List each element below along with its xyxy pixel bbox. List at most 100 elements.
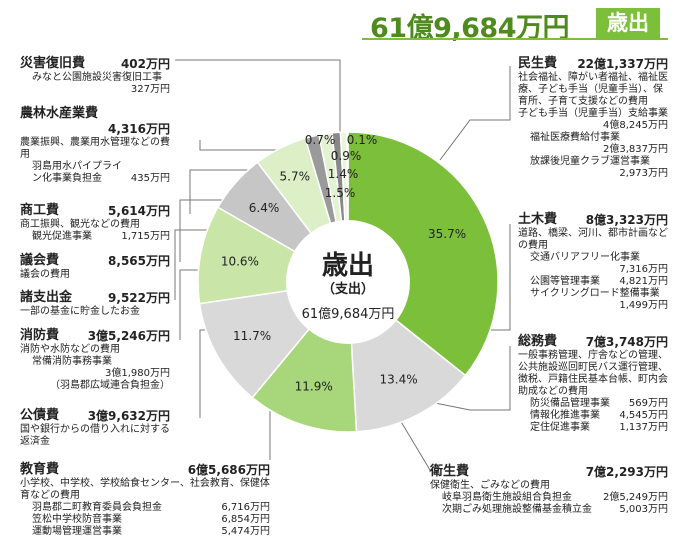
pie-percent-label: 0.9% xyxy=(331,149,362,163)
sub-name: 羽島用水パイプライン化事業負担金 xyxy=(32,161,122,184)
item-name: 農林水産業費 xyxy=(20,106,99,121)
pie-percent-label: 11.9% xyxy=(295,380,333,394)
sub-name: 公園等管理事業 xyxy=(530,276,600,287)
sub-amount: 2,973万円 xyxy=(619,168,668,179)
item-desc: 一般事務管理、庁舎などの管理、公共施設巡回町民バス運行管理、徴税、戸籍住民基本台… xyxy=(518,350,668,397)
item-name: 諸支出金 xyxy=(20,290,73,305)
pie-percent-label: 0.7% xyxy=(305,133,336,147)
item-amount: 5,614万円 xyxy=(108,204,170,218)
item-amount: 4,316万円 xyxy=(108,122,170,136)
sub-name: 岐阜羽島衛生施設組合負担金 xyxy=(442,492,572,503)
item-name: 消防費 xyxy=(20,328,60,343)
item-name: 商工費 xyxy=(20,203,60,218)
leader-line xyxy=(419,346,511,411)
item-gikai: 議会費 8,565万円 議会の費用 xyxy=(20,253,170,281)
center-circle xyxy=(286,220,410,344)
pie-percent-label: 0.1% xyxy=(347,133,378,147)
item-name: 災害復旧費 xyxy=(20,56,86,71)
leader-line xyxy=(399,419,431,472)
item-kyoiku: 教育費 6億5,686万円 小学校、中学校、学校給食センター、社会教育、保健体育な… xyxy=(20,462,270,538)
sub-name: 情報化推進事業 xyxy=(530,410,600,421)
sub-amount: 1,499万円 xyxy=(619,300,668,311)
item-desc: 議会の費用 xyxy=(20,269,70,280)
sub-name: 笠松中学校防音事業 xyxy=(32,514,122,525)
item-amount: 9,522万円 xyxy=(108,291,170,305)
sub-name: 定住促進事業 xyxy=(530,422,590,433)
sub-name: 交通バリアフリー化事業 xyxy=(530,252,640,263)
item-shoshi: 諸支出金 9,522万円 一部の基金に貯金したお金 xyxy=(20,290,170,318)
sub-name: 観光促進事業 xyxy=(32,231,92,242)
sub-amount: 7,316万円 xyxy=(619,264,668,275)
center-subtitle: （支出） xyxy=(322,281,374,297)
item-doboku: 土木費 8億3,323万円 道路、橋梁、河川、都市計画などの費用 交通バリアフリー… xyxy=(518,212,668,312)
item-amount: 402万円 xyxy=(120,57,170,71)
item-somu: 総務費 7億3,748万円 一般事務管理、庁舎などの管理、公共施設巡回町民バス運行… xyxy=(518,334,668,434)
item-desc: 消防や水防などの費用 xyxy=(20,344,120,355)
item-desc: 小学校、中学校、学校給食センター、社会教育、保健体育などの費用 xyxy=(20,478,270,501)
item-name: 総務費 xyxy=(518,334,558,349)
sub-note: （羽島郡広域連合負担金） xyxy=(50,380,170,391)
item-kosai: 公債費 3億9,632万円 国や銀行からの借り入れに対する返済金 xyxy=(20,408,170,448)
item-shoko: 商工費 5,614万円 商工振興、観光などの費用 観光促進事業 1,715万円 xyxy=(20,203,170,243)
item-eisei: 衛生費 7億2,293万円 保健衛生、ごみなどの費用 岐阜羽島衛生施設組合負担金 2… xyxy=(430,464,668,516)
header-underline xyxy=(362,38,668,40)
sub-name: 子ども手当（児童手当）支給事業 xyxy=(518,108,668,119)
sub-name: 次期ごみ処理施設整備基金積立金 xyxy=(442,504,592,515)
sub-amount: 2億5,249万円 xyxy=(603,492,668,503)
item-name: 土木費 xyxy=(518,212,558,227)
sub-amount: 3億1,980万円 xyxy=(105,368,170,379)
item-shobo: 消防費 3億5,246万円 消防や水防などの費用 常備消防事務事業 3億1,980… xyxy=(20,328,170,392)
item-name: 議会費 xyxy=(20,253,60,268)
item-desc: 商工振興、観光などの費用 xyxy=(20,219,140,230)
item-amount: 8億3,323万円 xyxy=(585,213,668,227)
sub-amount: 1,137万円 xyxy=(619,422,668,433)
pie-percent-label: 13.4% xyxy=(380,373,418,387)
item-norin: 農林水産業費 4,316万円 農業振興、農業用水管理などの費用 羽島用水パイプラ… xyxy=(20,106,170,185)
center-title: 歳出 xyxy=(322,251,374,281)
item-desc: 一部の基金に貯金したお金 xyxy=(20,306,140,317)
pie-percent-label: 35.7% xyxy=(428,227,466,241)
item-desc: 農業振興、農業用水管理などの費用 xyxy=(20,137,170,160)
item-desc: 社会福祉、障がい者福祉、福祉医療、子ども手当（児童手当）、保育所、子育て支援など… xyxy=(518,72,668,107)
item-amount: 7億3,748万円 xyxy=(585,335,668,349)
sub-amount: 435万円 xyxy=(130,173,170,184)
sub-name: 放課後児童クラブ運営事業 xyxy=(530,156,650,167)
item-name: 公債費 xyxy=(20,408,60,423)
item-amount: 3億5,246万円 xyxy=(87,329,170,343)
item-amount: 7億2,293万円 xyxy=(585,465,668,479)
sub-name: 常備消防事務事業 xyxy=(32,356,112,367)
sub-amount: 327万円 xyxy=(130,84,170,95)
sub-amount: 2億3,837万円 xyxy=(603,144,668,155)
sub-name: 羽島郡二町教育委員会負担金 xyxy=(32,502,162,513)
sub-name: サイクリングロード整備事業 xyxy=(530,288,660,299)
item-amount: 8,565万円 xyxy=(108,254,170,268)
sub-amount: 4,821万円 xyxy=(619,276,668,287)
item-minsei: 民生費 22億1,337万円 社会福祉、障がい者福祉、福祉医療、子ども手当（児童手… xyxy=(518,56,668,180)
pie-percent-label: 1.4% xyxy=(328,167,359,181)
pie-percent-label: 6.4% xyxy=(249,201,280,215)
sub-amount: 5,474万円 xyxy=(221,526,270,537)
item-name: 教育費 xyxy=(20,462,60,477)
item-name: 民生費 xyxy=(518,56,558,71)
sub-amount: 5,003万円 xyxy=(619,504,668,515)
sub-amount: 6,716万円 xyxy=(221,502,270,513)
sub-amount: 569万円 xyxy=(628,398,668,409)
item-desc: みなと公園施設災害復旧工事 xyxy=(32,72,162,83)
sub-amount: 1,715万円 xyxy=(121,231,170,242)
item-amount: 22億1,337万円 xyxy=(577,57,668,71)
sub-name: 防災備品管理事業 xyxy=(530,398,610,409)
sub-name: 運動場管理運営事業 xyxy=(32,526,122,537)
pie-slice xyxy=(347,131,499,377)
leader-line xyxy=(439,66,511,161)
sub-amount: 4,545万円 xyxy=(619,410,668,421)
sub-amount: 6,854万円 xyxy=(221,514,270,525)
leader-line xyxy=(175,59,341,135)
item-desc: 国や銀行からの借り入れに対する返済金 xyxy=(20,424,170,447)
item-name: 衛生費 xyxy=(430,464,470,479)
pie-percent-label: 5.7% xyxy=(280,170,311,184)
item-desc: 道路、橋梁、河川、都市計画などの費用 xyxy=(518,228,668,251)
pie-percent-labels: 35.7% 13.4% 11.9% 11.7% 10.6% 6.4% 5.7% 1.5% 1.4… xyxy=(221,133,466,394)
center-total: 61億9,684万円 xyxy=(302,306,395,322)
item-desc: 保健衛生、ごみなどの費用 xyxy=(430,480,550,491)
